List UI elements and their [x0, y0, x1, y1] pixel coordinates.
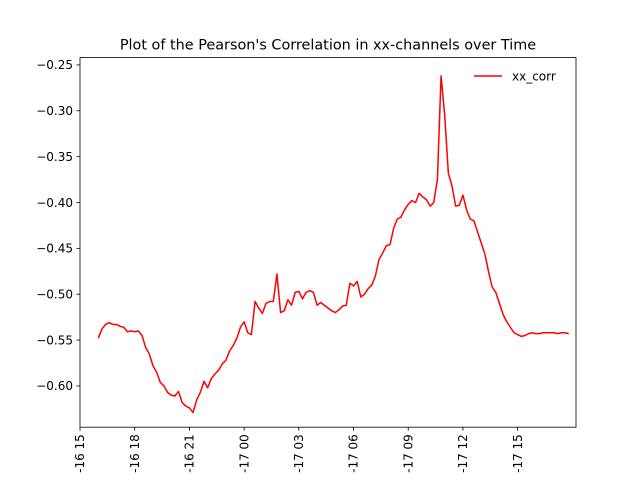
x-tick-label: -16 15 — [73, 434, 87, 473]
x-tick-label: -16 18 — [128, 434, 142, 473]
legend-label-xx-corr: xx_corr — [512, 70, 556, 84]
plot-area — [79, 57, 577, 428]
y-tick-label: −0.45 — [36, 242, 73, 256]
chart-title: Plot of the Pearson's Correlation in xx-… — [120, 38, 536, 54]
x-tick-label: -17 03 — [292, 434, 306, 473]
y-tick-label: −0.60 — [36, 379, 73, 393]
y-tick-label: −0.55 — [36, 333, 73, 347]
y-axis: −0.25 −0.30 −0.35 −0.40 −0.45 −0.50 −0.55 −0.60 — [36, 58, 80, 393]
y-tick-label: −0.35 — [36, 150, 73, 164]
y-tick-label: −0.25 — [36, 58, 73, 72]
legend: xx_corr — [474, 70, 556, 84]
x-tick-label: -16 21 — [183, 434, 197, 473]
y-tick-label: −0.30 — [36, 104, 73, 118]
x-tick-label: -17 06 — [347, 434, 361, 473]
series-line-xx-corr — [97, 75, 569, 414]
x-tick-label: -17 00 — [237, 434, 251, 473]
x-tick-label: -17 15 — [511, 434, 525, 473]
y-tick-label: −0.50 — [36, 288, 73, 302]
x-tick-label: -17 09 — [401, 434, 415, 473]
x-tick-label: -17 12 — [456, 434, 470, 473]
x-axis: -16 15 -16 18 -16 21 -17 00 -17 03 -17 06 -17 … — [73, 427, 525, 473]
series-layer — [97, 75, 569, 414]
y-tick-label: −0.40 — [36, 196, 73, 210]
